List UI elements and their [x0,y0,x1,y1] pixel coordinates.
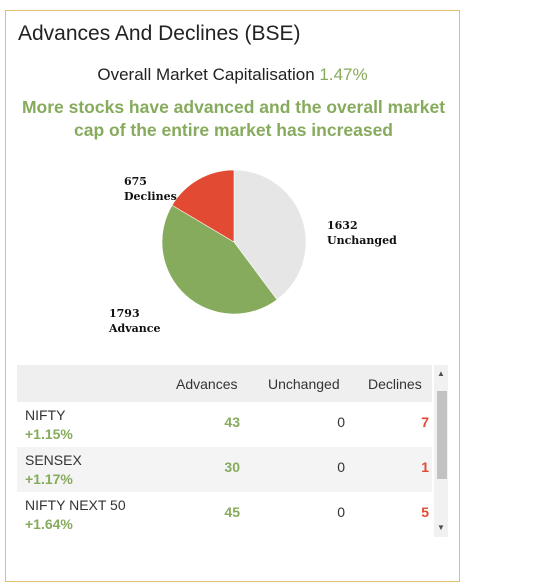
advances-declines-widget: Advances And Declines (BSE) Overall Mark… [5,10,460,582]
index-name: SENSEX [25,452,82,468]
declines-count: 7 [421,414,429,430]
scroll-up-icon[interactable]: ▲ [437,369,445,378]
widget-title: Advances And Declines (BSE) [18,22,301,45]
unchanged-count: 0 [337,459,345,475]
pie-slice-declines[interactable] [171,169,235,243]
advance-text: Advance [109,322,161,335]
declines-count: 1 [421,459,429,475]
advances-count: 45 [224,504,240,520]
index-name: NIFTY NEXT 50 [25,497,126,513]
table-scrollbar[interactable]: ▲ ▼ [434,365,448,537]
advances-count: 30 [224,459,240,475]
unchanged-text: Unchanged [327,234,397,247]
declines-count: 675 [124,175,147,188]
header-declines: Declines [368,376,422,392]
pie-slice-advance[interactable] [161,204,278,315]
advance-count: 1793 [109,307,140,320]
declines-count: 5 [421,504,429,520]
index-change: +1.17% [25,471,73,487]
table-row[interactable]: NIFTY NEXT 50 +1.64% 45 0 5 [17,492,432,537]
pie-chart: 675 Declines 1632 Unchanged 1793 Advance [106,161,397,351]
index-change: +1.64% [25,516,73,532]
scroll-thumb[interactable] [437,391,447,479]
advances-count: 43 [224,414,240,430]
table-row[interactable]: SENSEX +1.17% 30 0 1 [17,447,432,492]
unchanged-count: 1632 [327,219,358,232]
declines-text: Declines [124,190,177,203]
index-table: Advances Unchanged Declines NIFTY +1.15%… [17,365,448,537]
header-unchanged: Unchanged [268,376,340,392]
index-change: +1.15% [25,426,73,442]
market-cap-value: 1.47% [319,65,368,84]
table-row[interactable]: NIFTY +1.15% 43 0 7 [17,402,432,447]
pie-label-unchanged: 1632 Unchanged [327,218,397,248]
table-header: Advances Unchanged Declines [17,365,432,402]
pie-label-declines: 675 Declines [124,174,177,204]
unchanged-count: 0 [337,504,345,520]
unchanged-count: 0 [337,414,345,430]
market-cap-line: Overall Market Capitalisation 1.47% [6,65,459,85]
index-name: NIFTY [25,407,66,423]
pie-label-advance: 1793 Advance [109,306,160,336]
scroll-down-icon[interactable]: ▼ [437,523,445,532]
pie-slice-unchanged[interactable] [233,169,307,301]
market-message: More stocks have advanced and the overal… [21,97,446,140]
header-advances: Advances [176,376,238,392]
pie-svg [161,169,307,315]
market-cap-label: Overall Market Capitalisation [97,65,315,84]
